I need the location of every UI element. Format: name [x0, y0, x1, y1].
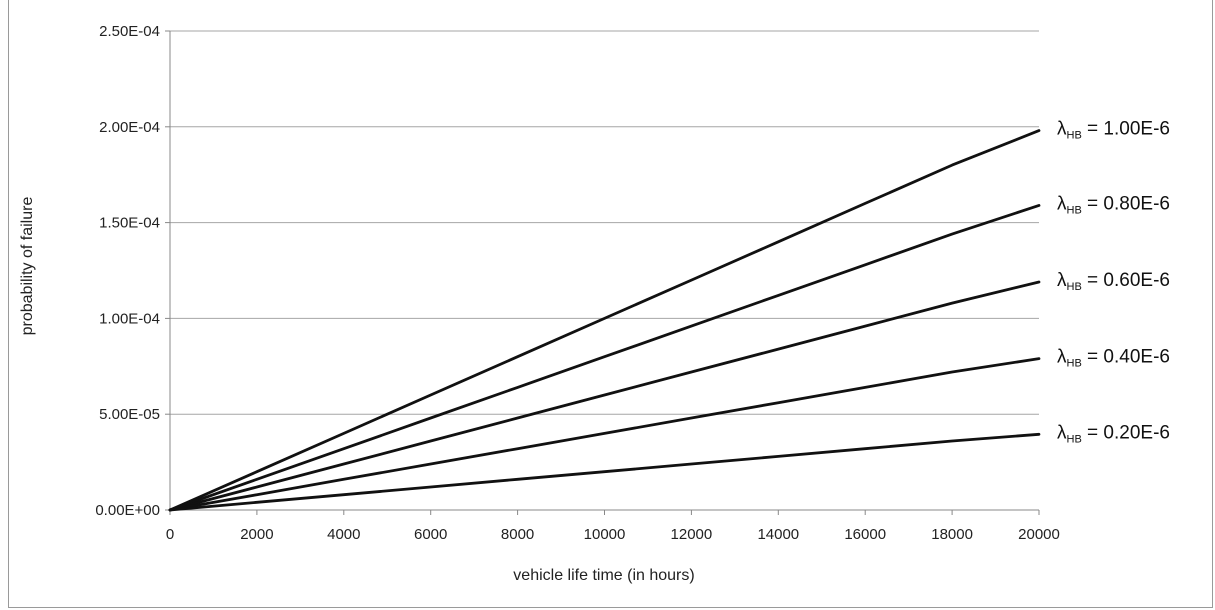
x-tick-label-3: 6000 — [414, 526, 447, 543]
y-tick-label-1: 5.00E-05 — [99, 406, 160, 423]
x-tick-label-5: 10000 — [584, 526, 626, 543]
series-label-2: λHB = 0.60E-6 — [1057, 270, 1170, 293]
x-tick-label-0: 0 — [166, 526, 174, 543]
y-tick-label-0: 0.00E+00 — [95, 502, 160, 519]
series-line-1 — [168, 203, 1041, 512]
x-tick-labels: 0 2000 4000 6000 8000 10000 12000 14000 16000 180… — [166, 526, 1060, 543]
y-tick-label-2: 1.00E-04 — [99, 310, 160, 327]
y-tick-label-3: 1.50E-04 — [99, 215, 160, 232]
series-label-4: λHB = 0.20E-6 — [1057, 422, 1170, 445]
y-tick-label-4: 2.00E-04 — [99, 119, 160, 136]
series-label-1: λHB = 0.80E-6 — [1057, 193, 1170, 216]
x-tick-label-6: 12000 — [671, 526, 713, 543]
x-axis-label: vehicle life time (in hours) — [513, 567, 694, 584]
series-label-3: λHB = 0.40E-6 — [1057, 347, 1170, 370]
x-tick-label-4: 8000 — [501, 526, 534, 543]
series-line-3 — [168, 357, 1041, 512]
x-tick-label-10: 20000 — [1018, 526, 1060, 543]
y-axis-label: probability of failure — [19, 197, 36, 336]
axes — [165, 30, 1040, 515]
y-tick-labels: 0.00E+00 5.00E-05 1.00E-04 1.50E-04 2.00E-04… — [95, 23, 160, 519]
x-tick-label-1: 2000 — [240, 526, 273, 543]
chart-frame — [8, 0, 1213, 608]
series-line-2 — [168, 280, 1041, 512]
series-labels: λHB = 1.00E-6 λHB = 0.80E-6 λHB = 0.60E-6 λ… — [1057, 119, 1170, 446]
series-label-0: λHB = 1.00E-6 — [1057, 119, 1170, 142]
series-line-0 — [168, 129, 1041, 512]
x-tick-label-9: 18000 — [931, 526, 973, 543]
x-tick-label-2: 4000 — [327, 526, 360, 543]
x-tick-label-7: 14000 — [757, 526, 799, 543]
series-lines — [168, 129, 1041, 512]
x-tick-label-8: 16000 — [844, 526, 886, 543]
series-line-4 — [168, 432, 1041, 512]
y-tick-label-5: 2.50E-04 — [99, 23, 160, 40]
